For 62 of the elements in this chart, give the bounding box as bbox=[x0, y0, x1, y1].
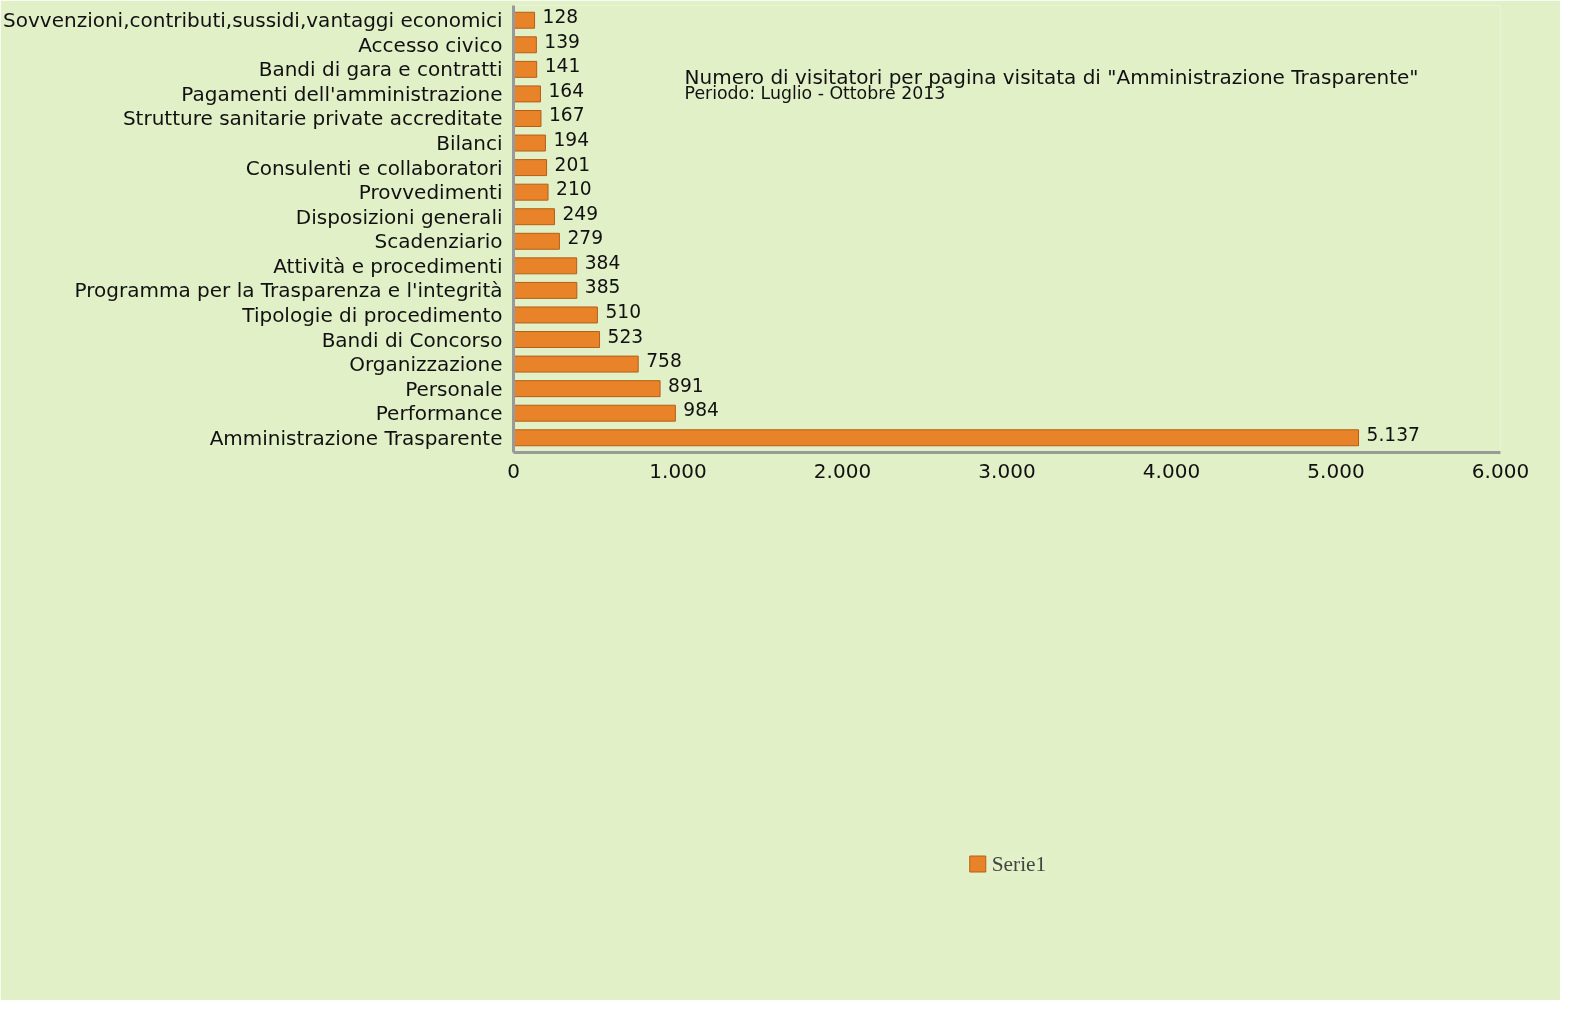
data-label: 510 bbox=[605, 300, 641, 322]
bar bbox=[513, 159, 548, 177]
y-tick-label: Disposizioni generali bbox=[295, 204, 503, 229]
data-label: 891 bbox=[668, 374, 704, 396]
data-label: 523 bbox=[607, 325, 644, 347]
y-tick-label: Attività e procedimenti bbox=[273, 253, 503, 278]
y-tick-label: Performance bbox=[375, 401, 503, 426]
x-tick-label: 1.000 bbox=[649, 458, 707, 483]
bar bbox=[513, 257, 578, 275]
y-tick-label: Tipologie di procedimento bbox=[241, 302, 503, 327]
bar bbox=[513, 36, 537, 54]
data-label: 139 bbox=[544, 30, 580, 52]
data-label: 167 bbox=[548, 104, 585, 126]
x-tick-label: 3.000 bbox=[978, 458, 1036, 483]
bar bbox=[513, 404, 676, 422]
bar bbox=[513, 331, 601, 348]
x-tick-label: 6.000 bbox=[1471, 458, 1530, 483]
y-tick-label: Pagamenti dell'amministrazione bbox=[181, 81, 503, 106]
bar bbox=[513, 11, 536, 29]
bar bbox=[513, 429, 1360, 447]
bar bbox=[513, 183, 549, 201]
x-tick-label: 0 bbox=[507, 458, 520, 483]
data-label: 249 bbox=[562, 202, 599, 224]
x-tick-label: 2.000 bbox=[813, 458, 872, 483]
legend-label: Serie1 bbox=[991, 851, 1047, 877]
y-tick-label: Organizzazione bbox=[349, 352, 503, 377]
y-tick-label: Programma per la Trasparenza e l'integrità bbox=[74, 278, 503, 303]
y-tick-label: Bandi di gara e contratti bbox=[258, 57, 503, 82]
bar bbox=[513, 380, 661, 398]
data-label: 194 bbox=[553, 129, 590, 151]
bar bbox=[513, 110, 542, 127]
data-label: 279 bbox=[567, 227, 603, 249]
y-tick-label: Accesso civico bbox=[358, 32, 503, 57]
y-tick-label: Consulenti e collaboratori bbox=[245, 155, 503, 180]
y-tick-label: Provvedimenti bbox=[358, 180, 503, 205]
bar bbox=[513, 281, 578, 299]
data-label: 384 bbox=[584, 251, 621, 273]
bar bbox=[513, 60, 538, 78]
y-tick-label: Sovvenzioni,contributi,sussidi,vantaggi economici bbox=[3, 8, 503, 33]
data-label: 5.137 bbox=[1366, 423, 1420, 445]
bar bbox=[513, 232, 560, 250]
y-tick-label: Amministrazione Trasparente bbox=[209, 425, 503, 450]
bar bbox=[513, 85, 541, 103]
data-label: 164 bbox=[548, 79, 585, 101]
data-label: 385 bbox=[584, 276, 621, 298]
data-label: 201 bbox=[554, 153, 591, 175]
y-tick-label: Strutture sanitarie private accreditate bbox=[122, 106, 503, 131]
data-label: 984 bbox=[683, 399, 719, 421]
bar bbox=[513, 355, 639, 373]
x-tick-label: 5.000 bbox=[1307, 458, 1365, 483]
data-label: 141 bbox=[544, 55, 581, 77]
y-tick-label: Bilanci bbox=[436, 131, 503, 156]
x-tick-label: 4.000 bbox=[1142, 458, 1201, 483]
bar bbox=[513, 134, 546, 152]
data-label: 210 bbox=[556, 178, 592, 200]
y-tick-label: Scadenziario bbox=[374, 229, 503, 254]
bar bbox=[513, 208, 555, 226]
bar bbox=[513, 306, 598, 324]
y-tick-label: Personale bbox=[405, 376, 503, 401]
y-tick-label: Bandi di Concorso bbox=[321, 327, 503, 352]
data-label: 758 bbox=[646, 350, 682, 372]
data-label: 128 bbox=[542, 6, 579, 28]
